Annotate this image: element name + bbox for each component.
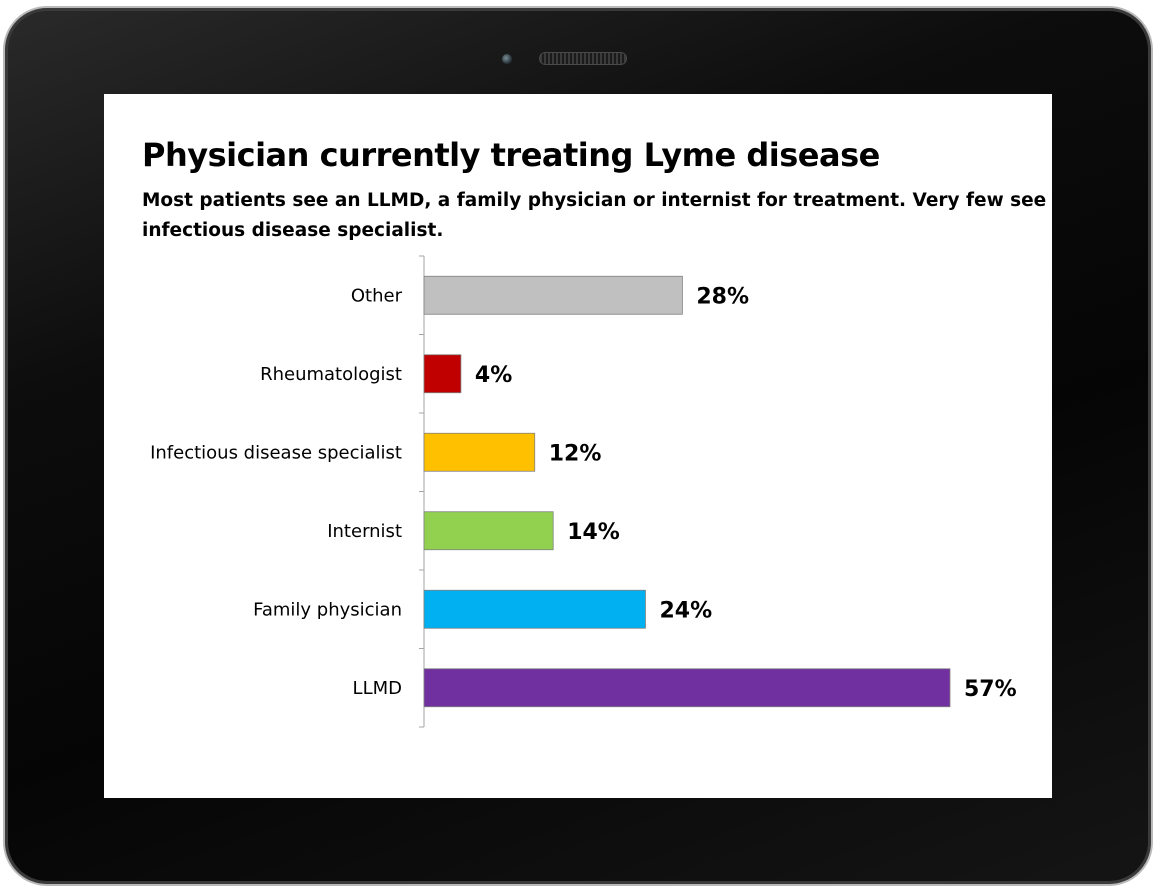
- chart-subtitle: Most patients see an LLMD, a family phys…: [142, 190, 1052, 241]
- category-label: Family physician: [253, 599, 402, 620]
- bar-family-physician: [423, 589, 646, 629]
- bar-llmd: [423, 668, 951, 708]
- value-label: 28%: [696, 284, 749, 309]
- bar-other: [423, 275, 683, 315]
- bar-infectious-disease-specialist: [423, 432, 536, 472]
- value-label: 14%: [567, 520, 620, 545]
- camera-icon: [502, 54, 512, 64]
- category-label: Rheumatologist: [260, 364, 402, 385]
- value-label: 12%: [549, 441, 602, 466]
- tablet-screen: Physician currently treating Lyme diseas…: [104, 94, 1052, 798]
- category-label: LLMD: [353, 678, 402, 699]
- category-label: Internist: [327, 521, 402, 542]
- value-label: 4%: [475, 363, 512, 388]
- speaker-grille: [539, 52, 627, 65]
- value-label: 57%: [964, 677, 1017, 702]
- bar-chart: Other 28% Rheumatologist 4% Infectious disea…: [150, 255, 1017, 728]
- value-label: 24%: [659, 598, 712, 623]
- category-label: Other: [351, 285, 403, 306]
- chart-title: Physician currently treating Lyme diseas…: [142, 136, 880, 174]
- bar-internist: [423, 511, 554, 551]
- category-label: Infectious disease specialist: [150, 442, 402, 463]
- bar-rheumatologist: [423, 354, 462, 394]
